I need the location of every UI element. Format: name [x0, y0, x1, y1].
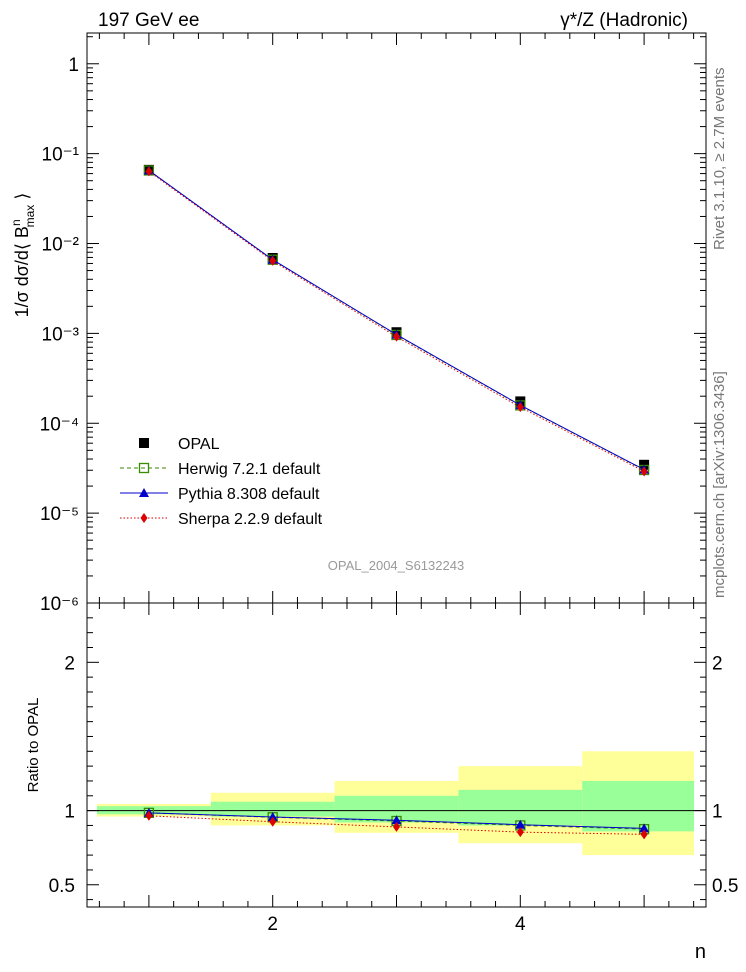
legend: OPAL Herwig 7.2.1 default Pythia 8.308 def…	[120, 436, 323, 528]
main-series-opal	[143, 164, 650, 470]
main-plot-series	[143, 164, 650, 477]
main-y-tick-label: 10⁻⁵	[40, 504, 79, 525]
ratio-point-sherpa-1	[269, 816, 277, 827]
main-y-tick-label: 10⁻⁴	[40, 414, 79, 435]
legend-marker-sherpa	[140, 513, 148, 523]
legend-entry-sherpa: Sherpa 2.2.9 default	[178, 511, 323, 528]
x-axis-label: n	[695, 941, 706, 963]
ratio-y-tick-label: 0.5	[49, 876, 75, 897]
ratio-point-sherpa-0	[145, 810, 153, 821]
ratio-plot-series	[143, 807, 650, 840]
main-y-tick-label: 10⁻¹	[42, 145, 80, 166]
energy-label: 197 GeV ee	[98, 10, 199, 31]
main-point-sherpa-3	[516, 402, 524, 413]
legend-entry-pythia: Pythia 8.308 default	[178, 486, 320, 503]
ratio-band-green-3	[458, 789, 583, 826]
main-y-tick-label: 1	[68, 55, 79, 76]
ratio-point-pythia-4	[639, 823, 650, 833]
ratio-y-tick-label-right: 0.5	[712, 876, 738, 897]
ratio-point-sherpa-2	[393, 821, 400, 832]
ratio-point-pythia-3	[515, 819, 526, 829]
ratio-y-axis-label: Ratio to OPAL	[25, 698, 42, 793]
ratio-y-tick-label-right: 1	[712, 802, 723, 823]
main-point-sherpa-4	[640, 466, 648, 477]
main-point-sherpa-0	[145, 166, 153, 177]
rivet-version-label: Rivet 3.1.10, ≥ 2.7M events	[711, 68, 728, 251]
main-point-sherpa-1	[269, 255, 277, 266]
ratio-uncertainty-bands	[87, 751, 706, 856]
main-y-tick-label: 10⁻²	[42, 235, 80, 256]
ratio-y-tick-label: 1	[64, 802, 75, 823]
main-series-pythia	[143, 165, 650, 474]
ratio-point-pythia-1	[267, 811, 278, 821]
ratio-point-pythia-2	[391, 815, 402, 825]
ratio-line-sherpa	[148, 815, 645, 835]
ratio-point-sherpa-4	[640, 829, 648, 840]
legend-marker-opal	[139, 438, 149, 448]
plot-axes: 1 10⁻¹ 10⁻² 10⁻³ 10⁻⁴ 10⁻⁵ 10⁻⁶ 2 4 0.5 0.5 1 1 2 2	[40, 32, 738, 935]
main-line-sherpa	[148, 170, 645, 472]
main-y-axis-title: 1/σ dσ/d⟨ Bnmax ⟩	[9, 193, 37, 318]
main-point-sherpa-2	[393, 331, 400, 342]
legend-marker-pythia	[139, 488, 149, 497]
main-line-pythia	[148, 170, 645, 471]
ratio-y-tick-label-right: 2	[712, 653, 723, 674]
ratio-band-green-1	[210, 801, 335, 817]
mcplots-label: mcplots.cern.ch [arXiv:1306.3436]	[711, 371, 728, 598]
legend-entry-opal: OPAL	[178, 436, 220, 453]
ratio-band-green-4	[582, 780, 694, 832]
ratio-y-tick-label: 2	[64, 653, 75, 674]
main-series-sherpa	[145, 166, 648, 477]
ratio-series-sherpa	[145, 810, 648, 840]
legend-marker-herwig	[138, 462, 150, 474]
main-line-herwig	[148, 170, 645, 471]
ratio-point-sherpa-3	[516, 827, 524, 838]
legend-entry-herwig: Herwig 7.2.1 default	[178, 461, 321, 478]
ratio-series-pythia	[143, 807, 650, 833]
main-y-tick-label: 10⁻⁶	[40, 594, 79, 615]
analysis-tag: OPAL_2004_S6132243	[328, 558, 464, 573]
main-y-tick-label: 10⁻³	[42, 324, 80, 345]
main-series-herwig	[143, 165, 650, 476]
x-tick-label: 4	[515, 914, 526, 935]
main-y-axis-label: 1/σ dσ/d⟨ Bnmax ⟩	[9, 193, 37, 318]
process-label: γ*/Z (Hadronic)	[560, 10, 688, 31]
x-tick-label: 2	[267, 914, 278, 935]
